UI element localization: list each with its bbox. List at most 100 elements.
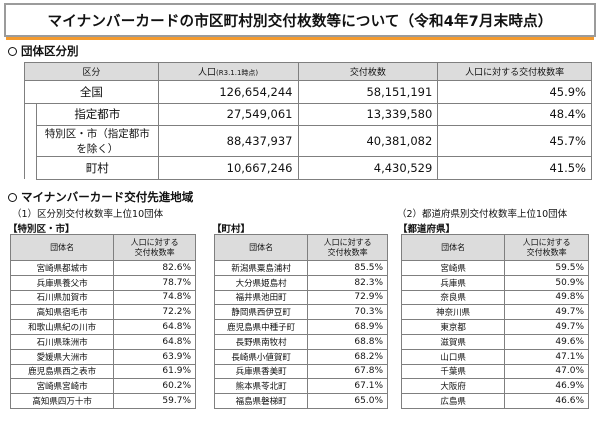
table-row: 鹿児島県西之表市 61.9% <box>9 363 196 380</box>
table-row: 特別区・市（指定都市を除く） 88,437,937 40,381,082 45.… <box>25 125 592 157</box>
entity-name: 兵庫県 <box>400 274 506 291</box>
entity-rate: 68.2% <box>307 348 388 365</box>
table-row: 高知県宿毛市 72.2% <box>9 304 196 321</box>
entity-rate: 47.0% <box>504 363 589 380</box>
entity-rate: 49.7% <box>504 319 589 335</box>
table-row: 奈良県 49.8% <box>400 289 589 306</box>
table-row: 兵庫県養父市 78.7% <box>9 274 196 291</box>
ranking-table-pref: 団体名 人口に対する 交付枚数率 宮崎県 59.5% 兵庫県 50.9% 奈良県 49.8%… <box>400 234 589 409</box>
entity-rate: 74.8% <box>113 289 196 306</box>
table-row: 新潟県粟島浦村 85.5% <box>213 260 388 276</box>
entity-rate: 65.0% <box>307 393 388 409</box>
col-rate-header: 人口に対する 交付枚数率 <box>307 234 388 261</box>
table-row: 長崎県小値賀町 68.2% <box>213 348 388 365</box>
entity-rate: 82.6% <box>113 260 196 276</box>
ranking-header-row: 団体名 人口に対する 交付枚数率 <box>9 234 196 261</box>
summary-table: 区分 人口(R3.1.1時点) 交付枚数 人口に対する交付枚数率 全国 126,… <box>24 62 592 180</box>
entity-rate: 72.9% <box>307 289 388 306</box>
entity-rate: 46.9% <box>504 378 589 395</box>
entity-rate: 82.3% <box>307 274 388 291</box>
ranking-header-row: 団体名 人口に対する 交付枚数率 <box>213 234 388 261</box>
entity-rate: 64.8% <box>113 333 196 350</box>
group-label-pref: 【都道府県】 <box>398 224 456 235</box>
entity-name: 大阪府 <box>400 378 506 395</box>
subsection2-title: （2）都道府県別交付枚数率上位10団体 <box>397 209 568 220</box>
table-row: 福井県池田町 72.9% <box>213 289 388 306</box>
entity-rate: 46.6% <box>504 393 589 409</box>
entity-name: 千葉県 <box>400 363 506 380</box>
table-row: 全国 126,654,244 58,151,191 45.9% <box>24 80 592 104</box>
section2-title: マイナンバーカード交付先進地域 <box>21 190 194 204</box>
entity-name: 長崎県小値賀町 <box>213 348 309 365</box>
entity-rate: 59.5% <box>504 260 589 276</box>
entity-name: 大分県姫島村 <box>213 274 309 291</box>
entity-name: 東京都 <box>400 319 506 335</box>
entity-rate: 49.6% <box>504 333 589 350</box>
table-row: 宮崎県都城市 82.6% <box>9 260 196 276</box>
entity-name: 熊本県苓北町 <box>213 378 309 395</box>
ranking-table-town: 団体名 人口に対する 交付枚数率 新潟県粟島浦村 85.5% 大分県姫島村 82.3% 福… <box>213 234 388 409</box>
table-row: 高知県四万十市 59.7% <box>9 393 196 409</box>
table-row: 兵庫県香美町 67.8% <box>213 363 388 380</box>
section2-heading: マイナンバーカード交付先進地域 <box>8 189 193 205</box>
table-row: 町村 10,667,246 4,430,529 41.5% <box>25 156 592 180</box>
entity-name: 福井県池田町 <box>213 289 309 306</box>
section1-heading: 団体区分別 <box>8 43 79 59</box>
entity-name: 鹿児島県中種子町 <box>213 319 309 335</box>
entity-rate: 63.9% <box>113 348 196 365</box>
entity-name: 石川県珠洲市 <box>9 333 115 350</box>
table-row: 福島県磐梯町 65.0% <box>213 393 388 409</box>
entity-name: 奈良県 <box>400 289 506 306</box>
header-rate: 人口に対する交付枚数率 <box>437 62 592 81</box>
table-row: 広島県 46.6% <box>400 393 589 409</box>
entity-name: 長野県南牧村 <box>213 333 309 350</box>
entity-name: 高知県四万十市 <box>9 393 115 409</box>
entity-name: 和歌山県紀の川市 <box>9 319 115 335</box>
table-row: 宮崎県宮崎市 60.2% <box>9 378 196 395</box>
entity-rate: 61.9% <box>113 363 196 380</box>
subsection1-title: （1）区分別交付枚数率上位10団体 <box>12 209 164 220</box>
table-row: 滋賀県 49.6% <box>400 333 589 350</box>
entity-name: 兵庫県養父市 <box>9 274 115 291</box>
section1-title: 団体区分別 <box>21 44 79 58</box>
table-row: 熊本県苓北町 67.1% <box>213 378 388 395</box>
entity-rate: 47.1% <box>504 348 589 365</box>
group-label-city: 【特別区・市】 <box>8 224 75 235</box>
col-name-header: 団体名 <box>400 234 506 261</box>
table-row: 大阪府 46.9% <box>400 378 589 395</box>
entity-rate: 67.1% <box>307 378 388 395</box>
col-rate-header: 人口に対する 交付枚数率 <box>504 234 589 261</box>
circle-bullet-icon <box>8 46 17 56</box>
ranking-header-row: 団体名 人口に対する 交付枚数率 <box>400 234 589 261</box>
table-row: 石川県珠洲市 64.8% <box>9 333 196 350</box>
page-title: マイナンバーカードの市区町村別交付枚数等について（令和4年7月末時点） <box>4 3 596 37</box>
table-row: 長野県南牧村 68.8% <box>213 333 388 350</box>
header-issued: 交付枚数 <box>297 62 439 81</box>
entity-rate: 49.7% <box>504 304 589 321</box>
circle-bullet-icon <box>8 192 17 202</box>
summary-header-row: 区分 人口(R3.1.1時点) 交付枚数 人口に対する交付枚数率 <box>24 62 592 81</box>
entity-name: 神奈川県 <box>400 304 506 321</box>
entity-name: 新潟県粟島浦村 <box>213 260 309 276</box>
table-row: 山口県 47.1% <box>400 348 589 365</box>
entity-name: 広島県 <box>400 393 506 409</box>
entity-rate: 85.5% <box>307 260 388 276</box>
entity-rate: 59.7% <box>113 393 196 409</box>
table-row: 東京都 49.7% <box>400 319 589 335</box>
entity-name: 山口県 <box>400 348 506 365</box>
col-rate-header: 人口に対する 交付枚数率 <box>113 234 196 261</box>
entity-rate: 78.7% <box>113 274 196 291</box>
entity-rate: 68.8% <box>307 333 388 350</box>
entity-name: 宮崎県宮崎市 <box>9 378 115 395</box>
col-name-header: 団体名 <box>213 234 309 261</box>
table-row: 愛媛県大洲市 63.9% <box>9 348 196 365</box>
header-category: 区分 <box>24 62 159 81</box>
entity-rate: 67.8% <box>307 363 388 380</box>
table-row: 鹿児島県中種子町 68.9% <box>213 319 388 335</box>
table-row: 神奈川県 49.7% <box>400 304 589 321</box>
entity-name: 宮崎県都城市 <box>9 260 115 276</box>
entity-rate: 68.9% <box>307 319 388 335</box>
ranking-table-city: 団体名 人口に対する 交付枚数率 宮崎県都城市 82.6% 兵庫県養父市 78.7% 石川… <box>9 234 196 409</box>
entity-name: 福島県磐梯町 <box>213 393 309 409</box>
table-row: 静岡県西伊豆町 70.3% <box>213 304 388 321</box>
